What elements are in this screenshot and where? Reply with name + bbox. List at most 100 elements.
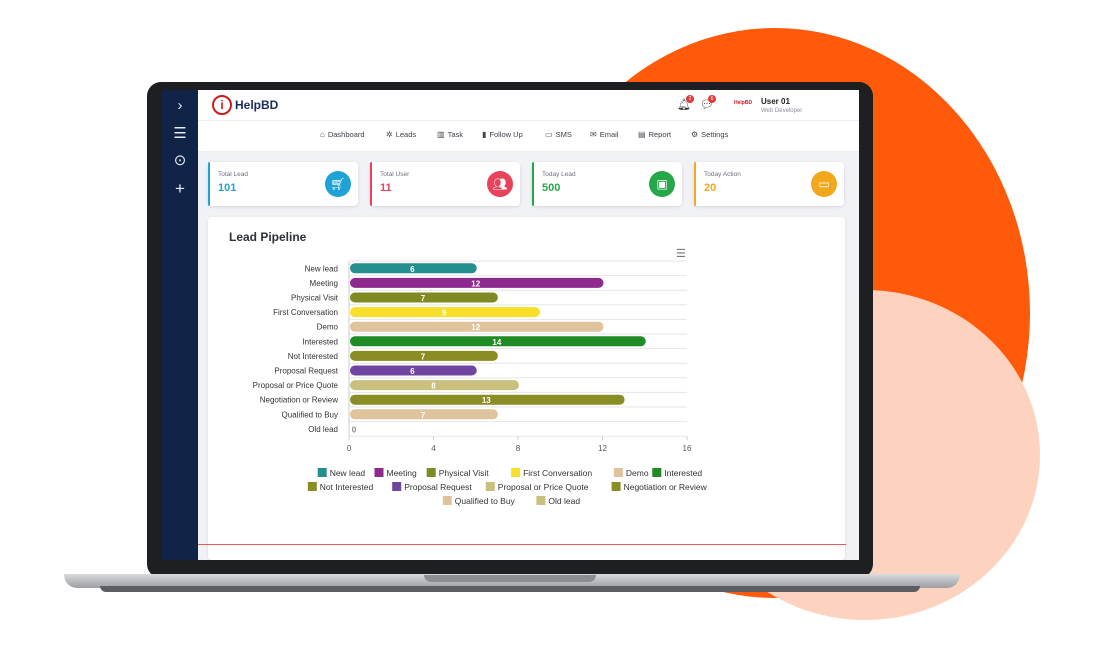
menu-item-label: Follow Up — [489, 130, 523, 139]
data-label: 7 — [421, 294, 426, 303]
category-label: Interested — [302, 337, 338, 346]
menu-item-sms[interactable]: ▭ SMS — [545, 130, 572, 139]
plus-icon[interactable]: + — [175, 179, 185, 198]
logo-text[interactable]: HelpBD — [235, 98, 279, 112]
category-label: Negotiation or Review — [260, 396, 338, 405]
chart-menu-icon[interactable]: ☰ — [676, 248, 686, 260]
data-label: 12 — [471, 323, 480, 332]
menu-item-settings[interactable]: ⚙ Settings — [691, 130, 728, 139]
x-tick-label: 0 — [347, 444, 352, 453]
lead-pipeline-chart: 0 4 8 12 16 New lead 6 Meeting 12 Physical Visit 7… — [253, 260, 708, 506]
users-icon: 👥︎ — [487, 171, 513, 197]
topbar: i HelpBD 🔔︎ 2 💬︎ 6 HelpBD User 01 Web De… — [198, 90, 859, 121]
data-label: 14 — [492, 338, 501, 347]
bar — [350, 321, 604, 332]
stat-card-total-user[interactable]: Total User 11 👥︎ — [370, 162, 520, 206]
card-value: 20 — [704, 182, 717, 194]
chart-panel: Lead Pipeline ☰ 0 4 8 12 16 New lead 6 Meeting 1… — [208, 217, 845, 560]
legend-item: First Conversation — [523, 468, 592, 478]
logo-mark[interactable]: i — [212, 95, 232, 115]
category-label: Demo — [317, 323, 339, 332]
legend-swatch — [611, 482, 621, 491]
menu-item-label: Leads — [395, 130, 417, 139]
message-badge: 6 — [708, 95, 716, 103]
card-label: Today Lead — [542, 171, 576, 178]
data-label: 7 — [421, 411, 426, 420]
category-label: Physical Visit — [291, 294, 339, 303]
cart-icon: 🛒︎ — [325, 171, 351, 197]
menu-item-follow-up[interactable]: ▮ Follow Up — [482, 130, 523, 139]
menu-item-label: Report — [648, 130, 672, 139]
menu-item-label: Email — [599, 130, 619, 139]
chevron-right-icon[interactable]: › — [177, 97, 183, 114]
menu-icon[interactable]: ☰ — [173, 125, 187, 142]
category-label: Old lead — [308, 425, 338, 434]
main-menu: ⌂ Dashboard ✲ Leads ▥ Task ▮ Follow Up ▭ SMS … — [198, 121, 859, 152]
data-label: 0 — [352, 425, 357, 434]
legend-item: New lead — [330, 468, 366, 478]
legend-swatch — [426, 468, 436, 477]
menu-item-label: Dashboard — [327, 130, 365, 139]
menu-item-task[interactable]: ▥ Task — [437, 130, 463, 139]
user-name[interactable]: User 01 — [761, 97, 790, 106]
menu-item-dashboard[interactable]: ⌂ Dashboard — [320, 130, 365, 139]
card-value: 500 — [542, 182, 561, 194]
card-label: Today Action — [704, 171, 741, 178]
legend-item: Proposal Request — [404, 482, 472, 492]
x-tick-label: 4 — [431, 444, 436, 453]
play-circle-icon[interactable]: ⊙ — [173, 152, 187, 169]
data-label: 13 — [482, 396, 491, 405]
avatar[interactable]: HelpBD — [734, 100, 753, 106]
legend-swatch — [511, 468, 521, 477]
legend-item: Not Interested — [320, 482, 374, 492]
data-label: 8 — [431, 382, 436, 391]
legend-item: Interested — [664, 468, 702, 478]
stat-card-total-lead[interactable]: Total Lead 101 🛒︎ — [208, 162, 358, 206]
bar — [350, 307, 541, 318]
category-label: Meeting — [310, 279, 338, 288]
stat-card-today-action[interactable]: Today Action 20 ▭ — [694, 162, 844, 206]
card-value: 11 — [380, 182, 392, 194]
card-accent — [208, 162, 210, 206]
card-accent — [370, 162, 372, 206]
sms-icon: ▭ — [545, 130, 553, 139]
bar — [350, 350, 498, 361]
data-label: 9 — [442, 309, 447, 318]
chart-icon: ▥ — [437, 130, 445, 139]
app-screen: › ☰ ⊙ + i HelpBD 🔔︎ 2 💬︎ 6 HelpBD User 0… — [162, 90, 859, 560]
menu-item-leads[interactable]: ✲ Leads — [386, 130, 416, 139]
legend-swatch — [485, 482, 495, 491]
bar — [350, 263, 477, 274]
legend-item: Negotiation or Review — [624, 482, 708, 492]
x-tick-label: 8 — [516, 444, 521, 453]
legend-item: Qualified to Buy — [455, 496, 516, 506]
card-label: Total User — [380, 171, 410, 178]
card-accent — [532, 162, 534, 206]
bar — [350, 409, 498, 420]
email-icon: ✉ — [590, 130, 597, 139]
category-label: First Conversation — [273, 308, 338, 317]
legend-swatch — [392, 482, 402, 491]
legend-swatch — [652, 468, 662, 477]
stat-card-today-lead[interactable]: Today Lead 500 ▣ — [532, 162, 682, 206]
x-tick-label: 16 — [683, 444, 692, 453]
menu-item-email[interactable]: ✉ Email — [590, 130, 618, 139]
category-label: Proposal or Price Quote — [253, 381, 339, 390]
legend-swatch — [613, 468, 623, 477]
category-label: Proposal Request — [274, 367, 338, 376]
card-value: 101 — [218, 182, 237, 194]
legend-item: Demo — [626, 468, 649, 478]
data-label: 6 — [410, 265, 415, 274]
browser-icon: ▣ — [649, 171, 675, 197]
bar — [350, 292, 498, 303]
legend-swatch — [374, 468, 384, 477]
bar — [350, 336, 646, 347]
x-tick-label: 12 — [598, 444, 607, 453]
user-role: Web Developer — [761, 108, 803, 114]
menu-item-report[interactable]: ▤ Report — [638, 130, 671, 139]
data-label: 6 — [410, 367, 415, 376]
gear-icon: ⚙ — [691, 130, 699, 139]
bar — [350, 380, 519, 391]
bar — [350, 365, 477, 376]
menu-item-label: Task — [447, 130, 463, 139]
